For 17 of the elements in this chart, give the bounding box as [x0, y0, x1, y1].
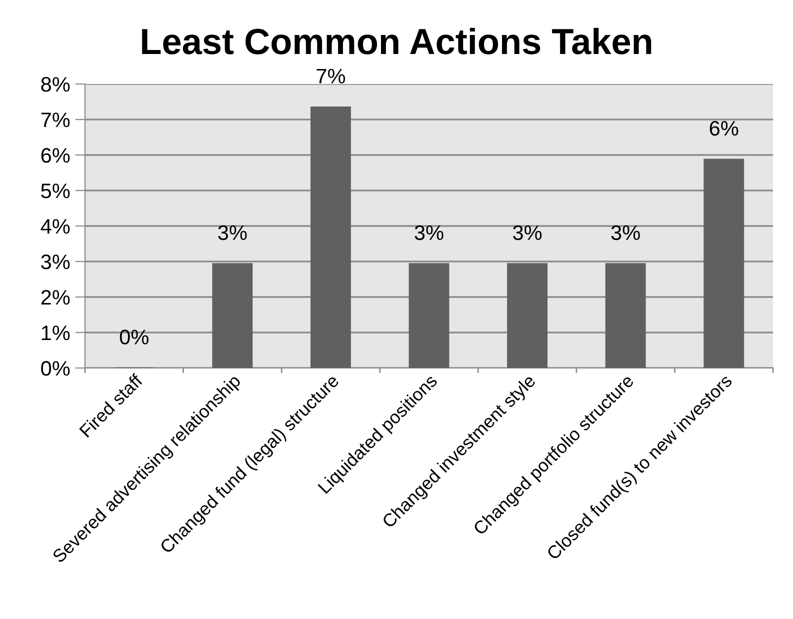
data-label: 3% — [218, 225, 247, 240]
y-tick-label: 7% — [41, 112, 70, 128]
data-label: 0% — [120, 330, 148, 344]
chart-title: Least Common Actions Taken — [142, 28, 652, 54]
y-tick-label: 8% — [41, 77, 70, 92]
data-label: 6% — [710, 120, 738, 136]
y-tick-label: 0% — [41, 361, 70, 376]
data-label: 3% — [513, 225, 542, 240]
y-tick-label: 4% — [40, 219, 70, 234]
data-label: 7% — [316, 68, 346, 84]
y-tick-label: 3% — [41, 254, 70, 270]
y-tick-label: 2% — [41, 290, 70, 305]
y-tick-label: 6% — [41, 148, 70, 163]
data-label: 3% — [611, 225, 640, 240]
y-tick-label: 1% — [42, 326, 70, 340]
data-label: 3% — [414, 225, 444, 240]
y-tick-label: 5% — [41, 184, 70, 198]
